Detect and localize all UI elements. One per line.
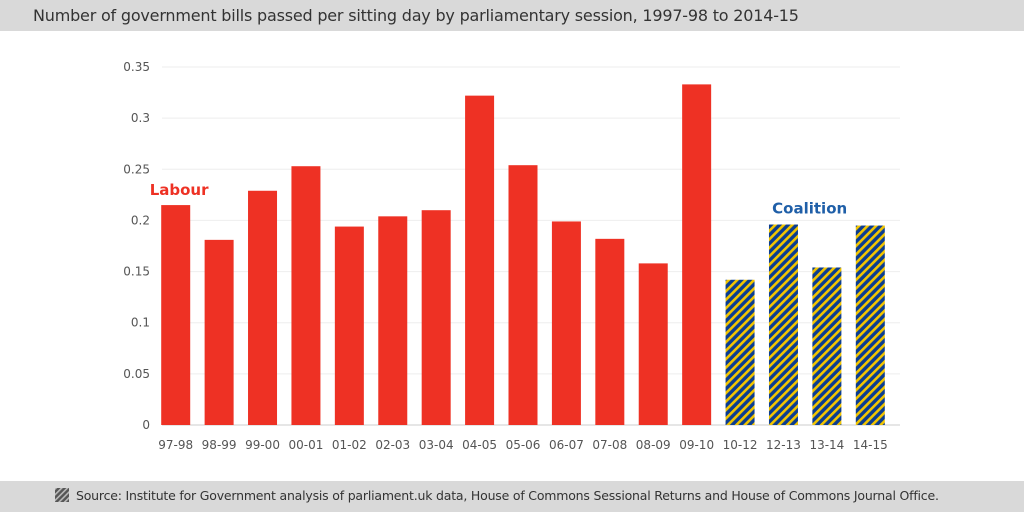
bar-labour bbox=[682, 84, 712, 425]
x-tick-label: 99-00 bbox=[245, 438, 280, 452]
x-tick-label: 14-15 bbox=[853, 438, 888, 452]
bar-labour bbox=[378, 216, 408, 425]
x-axis-ticks: 97-98 98-99 99-00 00-01 01-02 02-03 03-04 04-05… bbox=[158, 438, 887, 452]
x-tick-label: 04-05 bbox=[462, 438, 497, 452]
group-label-coalition: Coalition bbox=[772, 199, 847, 217]
x-tick-label: 07-08 bbox=[592, 438, 627, 452]
x-tick-label: 03-04 bbox=[419, 438, 454, 452]
x-tick-label: 08-09 bbox=[636, 438, 671, 452]
x-tick-label: 10-12 bbox=[723, 438, 758, 452]
bar-coalition bbox=[855, 225, 885, 425]
x-tick-label: 06-07 bbox=[549, 438, 584, 452]
bar-labour bbox=[291, 166, 321, 425]
bar-labour bbox=[508, 165, 538, 426]
x-tick-label: 00-01 bbox=[289, 438, 324, 452]
x-tick-label: 98-99 bbox=[202, 438, 237, 452]
y-tick-label: 0.05 bbox=[123, 367, 150, 381]
group-label-labour: Labour bbox=[150, 181, 209, 199]
y-tick-label: 0.35 bbox=[123, 60, 150, 74]
bar-labour bbox=[248, 190, 278, 425]
y-tick-label: 0.15 bbox=[123, 265, 150, 279]
bar-labour bbox=[421, 210, 451, 425]
bar-labour bbox=[204, 239, 234, 425]
bar-labour bbox=[334, 226, 364, 425]
y-tick-label: 0.1 bbox=[131, 316, 150, 330]
bar-labour bbox=[595, 238, 625, 425]
y-tick-label: 0 bbox=[142, 418, 150, 432]
bar-labour bbox=[465, 95, 495, 425]
bar-coalition bbox=[768, 224, 798, 425]
footer-bar: Source: Institute for Government analysi… bbox=[0, 481, 1024, 512]
title-bar: Number of government bills passed per si… bbox=[0, 0, 1024, 31]
x-tick-label: 05-06 bbox=[506, 438, 541, 452]
x-tick-label: 97-98 bbox=[158, 438, 193, 452]
x-tick-label: 13-14 bbox=[809, 438, 844, 452]
bar-chart: 0 0.05 0.1 0.15 0.2 0.25 0.3 0.35 97-98 98-99 99-… bbox=[123, 60, 900, 452]
y-tick-label: 0.3 bbox=[131, 111, 150, 125]
bar-labour bbox=[161, 205, 191, 425]
bar-labour bbox=[638, 263, 668, 425]
bars bbox=[161, 84, 885, 426]
y-axis-ticks: 0 0.05 0.1 0.15 0.2 0.25 0.3 0.35 bbox=[123, 60, 150, 432]
y-tick-label: 0.2 bbox=[131, 213, 150, 227]
hatched-square-icon bbox=[55, 488, 69, 502]
group-labels: Labour Coalition bbox=[150, 181, 847, 217]
x-tick-label: 02-03 bbox=[375, 438, 410, 452]
source-note: Source: Institute for Government analysi… bbox=[76, 488, 939, 503]
bar-coalition bbox=[812, 267, 842, 425]
bar-labour bbox=[551, 221, 581, 425]
x-tick-label: 12-13 bbox=[766, 438, 801, 452]
bar-coalition bbox=[725, 279, 755, 425]
x-tick-label: 01-02 bbox=[332, 438, 367, 452]
chart-title: Number of government bills passed per si… bbox=[33, 6, 799, 25]
x-tick-label: 09-10 bbox=[679, 438, 714, 452]
y-tick-label: 0.25 bbox=[123, 162, 150, 176]
